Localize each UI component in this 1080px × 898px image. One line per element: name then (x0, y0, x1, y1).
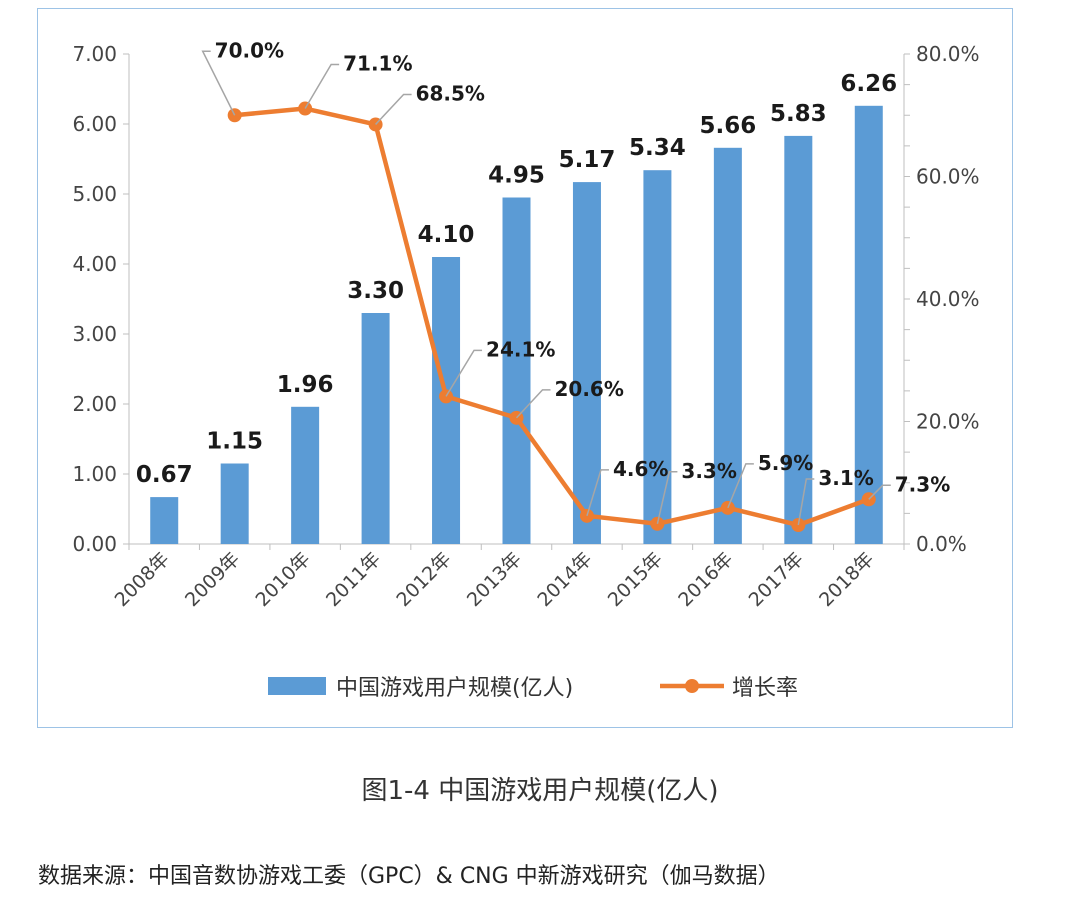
figure-caption: 图1-4 中国游戏用户规模(亿人) (361, 776, 719, 806)
x-axis-tick-label: 2010年 (251, 548, 314, 611)
bar-value-label: 4.95 (488, 163, 545, 189)
left-axis-tick-label: 5.00 (72, 182, 117, 206)
rate-leader-line (515, 389, 551, 419)
left-axis-tick-label: 6.00 (72, 112, 117, 136)
bar (572, 182, 601, 544)
rate-leader-line (727, 463, 754, 509)
right-axis-tick-label: 20.0% (916, 410, 980, 434)
x-axis-tick-label: 2014年 (533, 548, 596, 611)
bar-value-label: 4.10 (418, 222, 475, 248)
bar (643, 170, 672, 544)
bar-value-label: 5.66 (699, 113, 756, 139)
chart-frame: 0.00 1.00 2.00 3.00 4.00 5.00 6.00 7.00 0.0% 20.0… (37, 8, 1013, 728)
bar-value-label: 5.34 (629, 135, 686, 161)
data-source: 数据来源：中国音数协游戏工委（GPC）& CNG 中新游戏研究（伽马数据） (38, 864, 780, 889)
rate-value-label: 3.1% (818, 466, 873, 490)
right-axis-tick-label: 80.0% (916, 42, 980, 66)
rate-value-label: 20.6% (555, 377, 624, 401)
left-axis-tick-label: 0.00 (72, 532, 117, 556)
rate-value-label: 5.9% (758, 451, 813, 475)
right-axis-tick-label: 40.0% (916, 287, 980, 311)
x-axis-tick-label: 2009年 (181, 548, 244, 611)
x-axis-tick-label: 2008年 (111, 548, 174, 611)
rate-leader-line (656, 471, 678, 524)
rate-leader-line (375, 93, 412, 125)
x-axis-tick-label: 2016年 (674, 548, 737, 611)
rate-value-label: 7.3% (895, 472, 950, 496)
legend-line-marker (685, 679, 699, 693)
bar (784, 135, 813, 544)
x-axis-tick-label: 2015年 (604, 548, 667, 611)
rate-value-label: 70.0% (215, 38, 284, 62)
rate-value-label: 68.5% (416, 81, 485, 105)
rate-leader-line (868, 484, 891, 500)
bar (361, 313, 390, 544)
rate-value-label: 24.1% (486, 337, 555, 361)
rate-leader-line (445, 349, 483, 397)
rate-value-label: 4.6% (613, 457, 668, 481)
bar-value-label: 1.96 (277, 372, 334, 398)
rate-leader-line (797, 478, 815, 526)
bar-value-label: 5.83 (770, 101, 827, 127)
left-axis-tick-label: 2.00 (72, 392, 117, 416)
x-axis-tick-label: 2013年 (463, 548, 526, 611)
rate-value-label: 71.1% (343, 52, 412, 76)
left-axis-tick-label: 7.00 (72, 42, 117, 66)
bar (854, 105, 883, 545)
x-axis-tick-label: 2018年 (815, 548, 878, 611)
right-axis-tick-label: 60.0% (916, 165, 980, 189)
bar (502, 197, 531, 544)
bar (291, 406, 320, 544)
rate-leader-line (304, 63, 340, 109)
bar-value-label: 6.26 (840, 71, 897, 97)
legend-bar-swatch (268, 677, 326, 695)
bar (220, 463, 249, 544)
x-axis-tick-label: 2017年 (745, 548, 808, 611)
right-axis-tick-label: 0.0% (916, 532, 967, 556)
x-axis-tick-label: 2012年 (392, 548, 455, 611)
bar-value-label: 0.67 (136, 462, 193, 488)
rate-leader-line (586, 469, 609, 517)
legend-line-label: 增长率 (732, 676, 798, 701)
growth-rate-line (234, 106, 870, 528)
x-axis-tick-label: 2011年 (322, 548, 385, 611)
left-axis-tick-label: 1.00 (72, 462, 117, 486)
bar (150, 497, 179, 544)
bar-value-label: 1.15 (206, 429, 263, 455)
left-axis-tick-label: 4.00 (72, 252, 117, 276)
rate-leader-line (201, 50, 236, 116)
chart: 0.00 1.00 2.00 3.00 4.00 5.00 6.00 7.00 0.0% 20.0… (72, 38, 980, 701)
rate-value-label: 3.3% (681, 459, 736, 483)
left-axis-tick-label: 3.00 (72, 322, 117, 346)
legend-bar-label: 中国游戏用户规模(亿人) (336, 676, 573, 701)
bar (713, 147, 742, 545)
bar-value-label: 5.17 (559, 147, 616, 173)
bar-value-label: 3.30 (347, 278, 404, 304)
